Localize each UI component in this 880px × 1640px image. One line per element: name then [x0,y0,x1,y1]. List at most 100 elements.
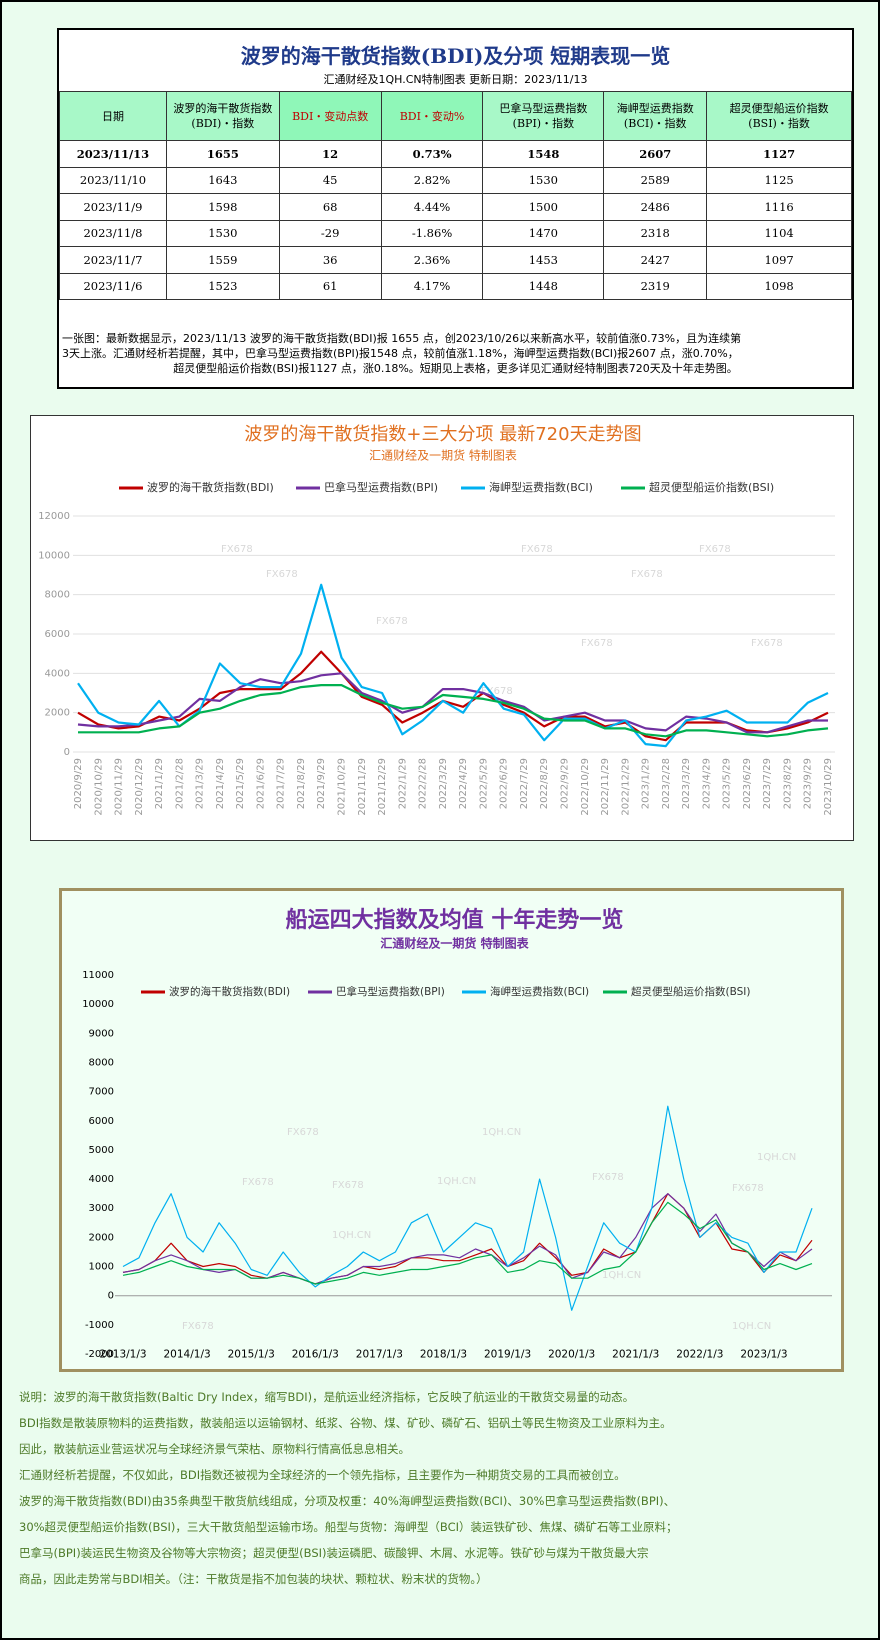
y-tick-label: 10000 [82,999,114,1010]
series-line [122,1193,813,1285]
cell: -29 [278,219,382,247]
summary-table: 日期 波罗的海干散货指数 (BDI)・指数 BDI・变动点数 BDI・变动% 巴拿马型运费… [59,91,852,300]
cell: 1655 [165,140,280,168]
cell: 2486 [603,193,708,221]
x-tick-label: 2021/1/3 [612,1348,659,1360]
x-tick-label: 2018/1/3 [420,1348,467,1360]
cell: 1559 [165,246,280,274]
watermark: 1QH.CN [437,1176,476,1187]
cell: 12 [278,140,382,168]
x-tick-label: 2013/1/3 [99,1348,146,1360]
cell: 1598 [165,193,280,221]
footer-line: 巴拿马(BPI)装运民生物资及谷物等大宗物资；超灵便型(BSI)装运磷肥、碳酸钾… [19,1546,649,1560]
footer-line: 30%超灵便型船运价指数(BSI)，三大干散货船型运输市场。船型与货物：海岬型（… [19,1520,678,1534]
data-row: 2023/11/13 1655 12 0.73% 1548 2607 1127 [59,140,852,168]
cell: 2023/11/10 [59,166,167,194]
chart-title: 船运四大指数及均值 十年走势一览 [286,907,624,933]
cell: 0.73% [380,140,484,168]
y-tick-label: 4000 [89,1174,114,1185]
cell: 1127 [706,140,852,168]
header-cell: 日期 [59,91,167,141]
header-cell: 巴拿马型运费指数 (BPI)・指数 [482,91,605,141]
y-tick-label: -1000 [85,1320,114,1331]
cell: 2023/11/8 [59,219,167,247]
watermark: FX678 [182,1321,214,1332]
y-tick-label: 5000 [89,1145,114,1156]
cell: 1500 [482,193,605,221]
watermark: FX678 [581,638,613,649]
y-tick-label: 4000 [45,668,70,679]
cell: 1453 [482,246,605,274]
x-tick-label: 2021/1/29 [154,758,165,809]
x-tick-label: 2023/6/29 [742,758,753,809]
watermark: FX678 [592,1172,624,1183]
x-tick-label: 2020/1/3 [548,1348,595,1360]
series-line [78,684,829,738]
x-tick-label: 2022/5/29 [478,758,489,809]
cell: 1097 [706,246,852,274]
footer-line: 波罗的海干散货指数(BDI)由35条典型干散货航线组成，分项及权重：40%海岬型… [19,1494,676,1508]
chart-title: 波罗的海干散货指数+三大分项 最新720天走势图 [244,424,641,445]
header-row: 日期 波罗的海干散货指数 (BDI)・指数 BDI・变动点数 BDI・变动% 巴拿马型运费… [59,91,852,141]
legend-label: 波罗的海干散货指数(BDI) [169,985,290,998]
series-line [77,583,829,748]
watermark: 1QH.CN [332,1230,371,1241]
header-cell: BDI・变动% [380,91,484,141]
x-tick-label: 2022/1/3 [676,1348,723,1360]
cell: 1470 [482,219,605,247]
cell: 1643 [165,166,280,194]
y-tick-label: 3000 [89,1203,114,1214]
x-tick-label: 2021/10/29 [337,758,348,816]
x-tick-label: 2023/10/29 [823,758,834,816]
watermark: FX678 [376,616,408,627]
cell: 45 [278,166,382,194]
header-text: 海岬型运费指数 [616,102,694,115]
header-text: 超灵便型船运价指数 [729,102,829,115]
chart-subtitle: 汇通财经及一期货 特制图表 [369,448,517,463]
x-tick-label: 2022/10/29 [580,758,591,816]
cell: 1448 [482,272,605,300]
cell: 1116 [706,193,852,221]
header-text: (BCI)・指数 [623,117,687,130]
y-tick-label: 8000 [45,590,70,601]
watermark: FX678 [521,544,553,555]
y-tick-label: 10000 [38,550,70,561]
header-text: 波罗的海干散货指数 [173,102,273,115]
y-tick-label: 6000 [45,629,70,640]
y-tick-label: 9000 [89,1028,114,1039]
cell: 2589 [603,166,708,194]
x-tick-label: 2022/3/29 [438,758,449,809]
x-tick-label: 2021/11/29 [357,758,368,816]
cell: 4.44% [380,193,484,221]
x-tick-label: 2021/9/29 [316,758,327,809]
x-tick-label: 2022/11/29 [600,758,611,816]
x-tick-label: 2021/2/28 [174,758,185,809]
header-text: 巴拿马型运费指数 [499,102,588,115]
data-row: 2023/11/8 1530 -29 -1.86% 1470 2318 1104 [59,219,852,247]
series-line [122,1105,813,1311]
cell: 2.82% [380,166,484,194]
series-line [122,1201,813,1285]
header-cell: 超灵便型船运价指数 (BSI)・指数 [706,91,852,141]
cell: 2319 [603,272,708,300]
series-line [122,1193,813,1285]
x-tick-label: 2017/1/3 [356,1348,403,1360]
x-tick-label: 2022/7/29 [519,758,530,809]
table-subtitle: 汇通财经及1QH.CN特制图表 更新日期：2023/11/13 [323,73,588,86]
y-tick-label: 2000 [89,1232,114,1243]
y-tick-label: 11000 [82,970,114,981]
data-row: 2023/11/10 1643 45 2.82% 1530 2589 1125 [59,166,852,194]
footer-line: 汇通财经析若提醒，不仅如此，BDI指数还被视为全球经济的一个领先指标，且主要作为… [19,1468,626,1482]
chart-subtitle: 汇通财经及一期货 特制图表 [380,936,529,951]
x-tick-label: 2023/1/3 [740,1348,787,1360]
x-tick-label: 2020/9/29 [73,758,84,809]
note-line: 一张图：最新数据显示，2023/11/13 波罗的海干散货指数(BDI)报 16… [62,332,742,345]
legend-label: 巴拿马型运费指数(BPI) [324,480,438,494]
header-text: 日期 [101,109,124,123]
y-tick-label: 0 [108,1291,114,1302]
data-row: 2023/11/6 1523 61 4.17% 1448 2319 1098 [59,272,852,300]
note-line: 3天上涨。汇通财经析若提醒，其中，巴拿马型运费指数(BPI)报1548 点，较前… [62,347,739,360]
header-text: BDI・变动% [399,109,465,123]
legend-label: 波罗的海干散货指数(BDI) [147,480,274,494]
